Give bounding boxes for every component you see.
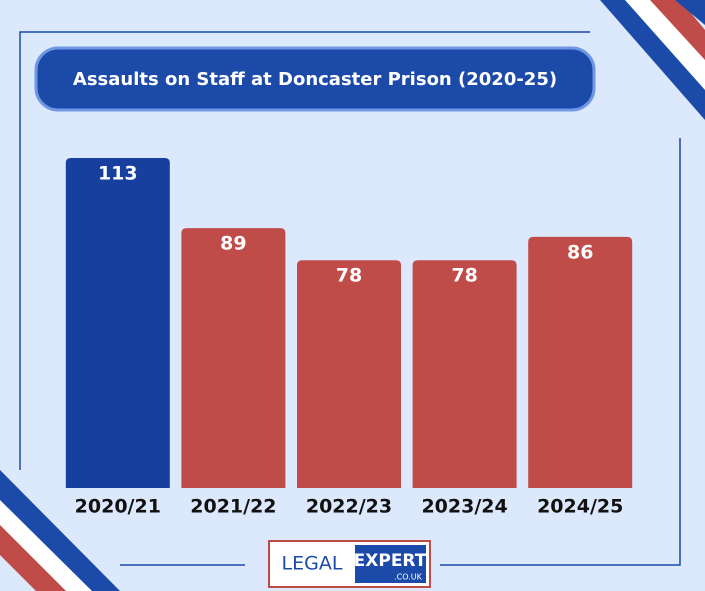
title-pill (34, 46, 596, 112)
bar (297, 260, 401, 488)
value-label: 113 (98, 163, 138, 185)
corner-decoration (0, 470, 120, 591)
corner-decoration (600, 0, 705, 120)
frame (19, 31, 681, 566)
x-tick-label: 2021/22 (190, 496, 276, 518)
x-tick-label: 2024/25 (537, 496, 623, 518)
chart-title: Assaults on Staff at Doncaster Prison (2… (73, 69, 557, 90)
value-label: 78 (336, 265, 362, 287)
logo-domain: .CO.UK (394, 573, 423, 582)
logo: LEGAL EXPERT .CO.UK (268, 540, 431, 588)
value-label: 86 (567, 241, 593, 263)
logo-right: EXPERT (354, 551, 427, 571)
bar (412, 260, 517, 488)
logo-left: LEGAL (282, 553, 343, 575)
bar (528, 236, 633, 488)
value-label: 89 (220, 233, 246, 255)
bar (65, 158, 170, 488)
logo-block (355, 545, 426, 583)
x-tick-label: 2022/23 (306, 496, 392, 518)
x-tick-label: 2020/21 (75, 496, 161, 518)
bar (181, 228, 286, 488)
value-label: 78 (451, 265, 477, 287)
x-tick-label: 2023/24 (421, 496, 507, 518)
